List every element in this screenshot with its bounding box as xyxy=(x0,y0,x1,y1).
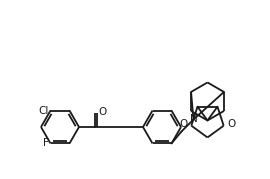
Text: F: F xyxy=(43,138,49,148)
Text: O: O xyxy=(98,107,106,117)
Text: O: O xyxy=(228,119,236,129)
Text: N: N xyxy=(190,114,197,124)
Text: O: O xyxy=(179,119,187,129)
Text: Cl: Cl xyxy=(38,106,49,116)
